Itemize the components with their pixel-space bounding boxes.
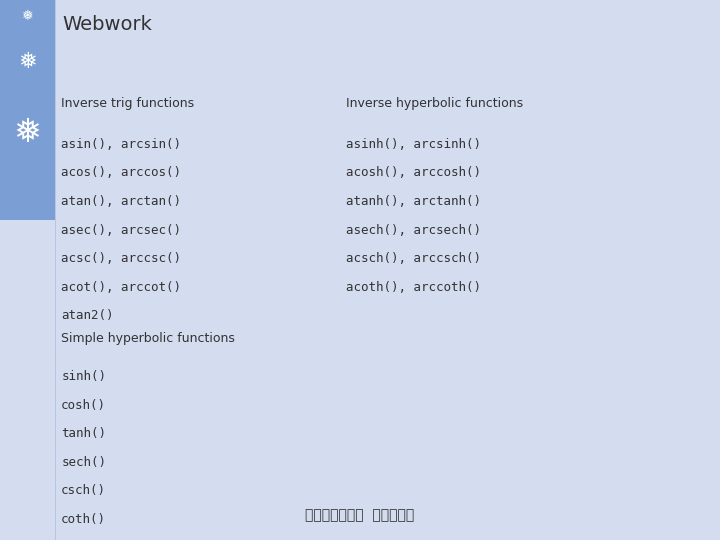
- Text: tanh(): tanh(): [61, 427, 107, 440]
- Text: Webwork: Webwork: [62, 15, 152, 34]
- Text: sinh(): sinh(): [61, 370, 107, 383]
- Text: cosh(): cosh(): [61, 399, 107, 411]
- Text: acsch(), arccsch(): acsch(), arccsch(): [346, 252, 481, 265]
- Text: asinh(), arcsinh(): asinh(), arcsinh(): [346, 138, 481, 151]
- Text: asin(), arcsin(): asin(), arcsin(): [61, 138, 181, 151]
- Text: ❅: ❅: [14, 116, 42, 149]
- Text: acoth(), arccoth(): acoth(), arccoth(): [346, 281, 481, 294]
- Text: coth(): coth(): [61, 513, 107, 526]
- Text: asech(), arcsech(): asech(), arcsech(): [346, 224, 481, 237]
- Text: acot(), arccot(): acot(), arccot(): [61, 281, 181, 294]
- Text: Inverse trig functions: Inverse trig functions: [61, 97, 194, 110]
- Text: 서울시립대학교  교양수학실: 서울시립대학교 교양수학실: [305, 509, 415, 523]
- Text: atan(), arctan(): atan(), arctan(): [61, 195, 181, 208]
- Text: ❅: ❅: [22, 9, 33, 23]
- Text: acsc(), arccsc(): acsc(), arccsc(): [61, 252, 181, 265]
- Text: Simple hyperbolic functions: Simple hyperbolic functions: [61, 332, 235, 345]
- Text: acosh(), arccosh(): acosh(), arccosh(): [346, 166, 481, 179]
- Text: csch(): csch(): [61, 484, 107, 497]
- FancyBboxPatch shape: [0, 0, 55, 220]
- Text: asec(), arcsec(): asec(), arcsec(): [61, 224, 181, 237]
- Text: Inverse hyperbolic functions: Inverse hyperbolic functions: [346, 97, 523, 110]
- Text: atanh(), arctanh(): atanh(), arctanh(): [346, 195, 481, 208]
- Text: ❅: ❅: [18, 52, 37, 72]
- Text: acos(), arccos(): acos(), arccos(): [61, 166, 181, 179]
- Text: sech(): sech(): [61, 456, 107, 469]
- Text: atan2(): atan2(): [61, 309, 114, 322]
